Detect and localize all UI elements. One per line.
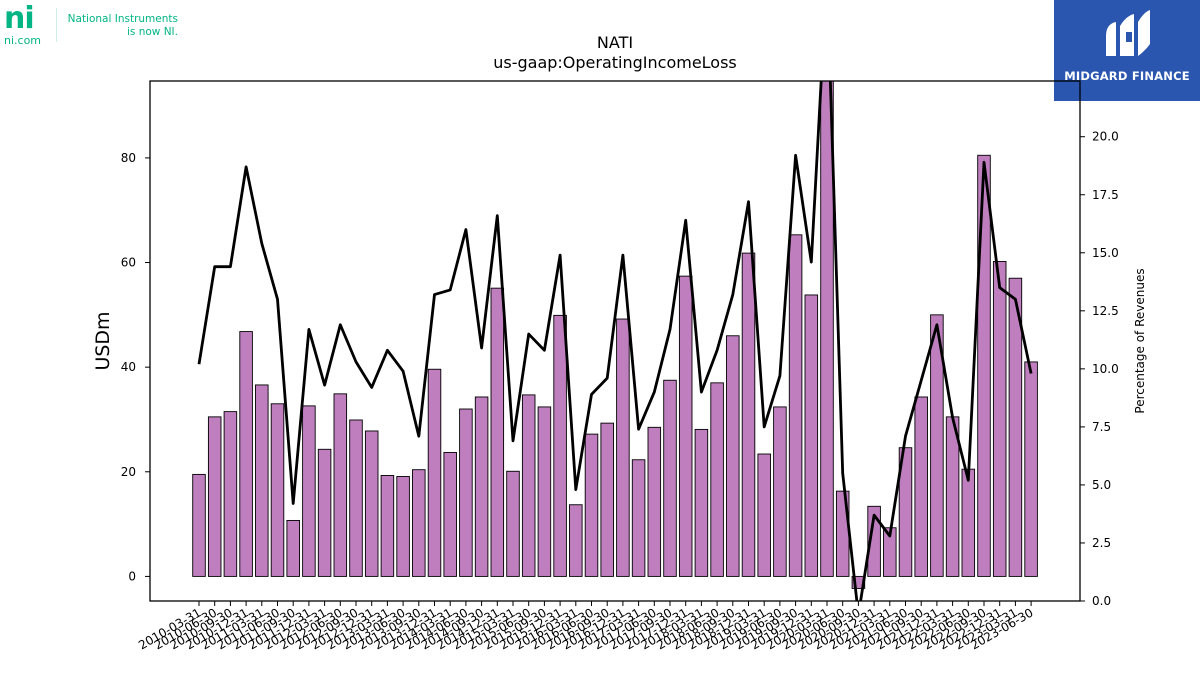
bar (192, 473, 206, 577)
ni-logo-url: ni.com (4, 34, 42, 47)
midgard-logo-icon (1106, 10, 1150, 56)
y2-tick-label: 2.5 (1092, 536, 1111, 550)
bar (286, 519, 300, 577)
x-axis: 2010-03-312010-06-302010-09-302010-12-31… (136, 601, 1036, 652)
bar (616, 318, 630, 577)
y-tick-label: 20 (121, 465, 136, 479)
y2-tick-label: 10.0 (1092, 362, 1119, 376)
bar (569, 504, 583, 577)
bar (490, 287, 505, 577)
bar (694, 428, 709, 577)
bar (631, 459, 646, 577)
bar (584, 433, 599, 577)
chart-title: NATI (597, 33, 633, 52)
bar (1008, 277, 1023, 577)
bar (914, 396, 928, 577)
bar (773, 406, 787, 577)
bar (741, 252, 756, 577)
y-axis-label: USDm (92, 311, 114, 370)
bar (820, 81, 834, 577)
ni-tagline-line2: is now NI. (126, 26, 178, 38)
bar (930, 314, 944, 577)
bar (804, 294, 819, 577)
bar (1024, 361, 1038, 577)
bar (726, 335, 740, 577)
bar (412, 469, 426, 577)
bar (678, 275, 693, 577)
bar (459, 408, 473, 577)
y-tick-label: 60 (121, 256, 136, 270)
bar (647, 426, 662, 577)
bar (757, 453, 771, 577)
bar (207, 416, 222, 577)
y2-axis-label: Percentage of Revenues (1133, 268, 1147, 413)
bar (223, 411, 238, 577)
bar (788, 234, 803, 577)
ni-tagline-line1: National Instruments (67, 13, 178, 25)
bar (710, 382, 724, 577)
bar (333, 393, 348, 577)
y2-tick-label: 0.0 (1092, 594, 1111, 608)
y2-tick-label: 17.5 (1092, 188, 1119, 202)
midgard-finance-logo: MIDGARD FINANCE (1054, 0, 1200, 101)
bar (961, 468, 976, 577)
bar (992, 261, 1007, 577)
bar (317, 448, 332, 577)
percentage-line (197, 81, 1033, 601)
bar (396, 476, 410, 577)
bar (521, 394, 536, 577)
bar (977, 154, 991, 577)
bar (898, 447, 913, 577)
y2-tick-label: 12.5 (1092, 304, 1119, 318)
bar (270, 403, 285, 577)
bar (239, 331, 253, 577)
bar (443, 451, 457, 577)
y-axis-left: 0 20 40 60 80 (121, 151, 150, 583)
bar (349, 419, 363, 577)
y-axis-right: 0.0 2.5 5.0 7.5 10.0 12.5 15.0 17.5 20.0 (1080, 130, 1119, 608)
bar (506, 470, 520, 577)
y-tick-label: 0 (128, 569, 136, 583)
bar (537, 406, 552, 577)
y-tick-label: 40 (121, 360, 136, 374)
y2-tick-label: 5.0 (1092, 478, 1111, 492)
bar (427, 368, 442, 577)
ni-logo-mark: ni (4, 1, 35, 36)
bar (663, 379, 677, 577)
y-tick-label: 80 (121, 151, 136, 165)
bar (600, 422, 614, 577)
plot-frame (149, 80, 1081, 602)
y2-tick-label: 20.0 (1092, 130, 1119, 144)
midgard-finance-name: MIDGARD FINANCE (1064, 69, 1190, 83)
bar (255, 384, 269, 577)
bar (474, 396, 489, 577)
bar (302, 405, 316, 577)
ni-logo: ni ni.com National Instruments is now NI… (4, 1, 194, 48)
y2-tick-label: 15.0 (1092, 246, 1119, 260)
bar (867, 505, 881, 577)
bar-series (192, 81, 1038, 589)
bar (553, 314, 567, 577)
bar (364, 430, 379, 577)
y2-tick-label: 7.5 (1092, 420, 1111, 434)
bar (380, 475, 395, 577)
ni-logo-divider (56, 8, 57, 42)
line-series (197, 81, 1033, 601)
chart-subtitle: us-gaap:OperatingIncomeLoss (493, 53, 737, 72)
